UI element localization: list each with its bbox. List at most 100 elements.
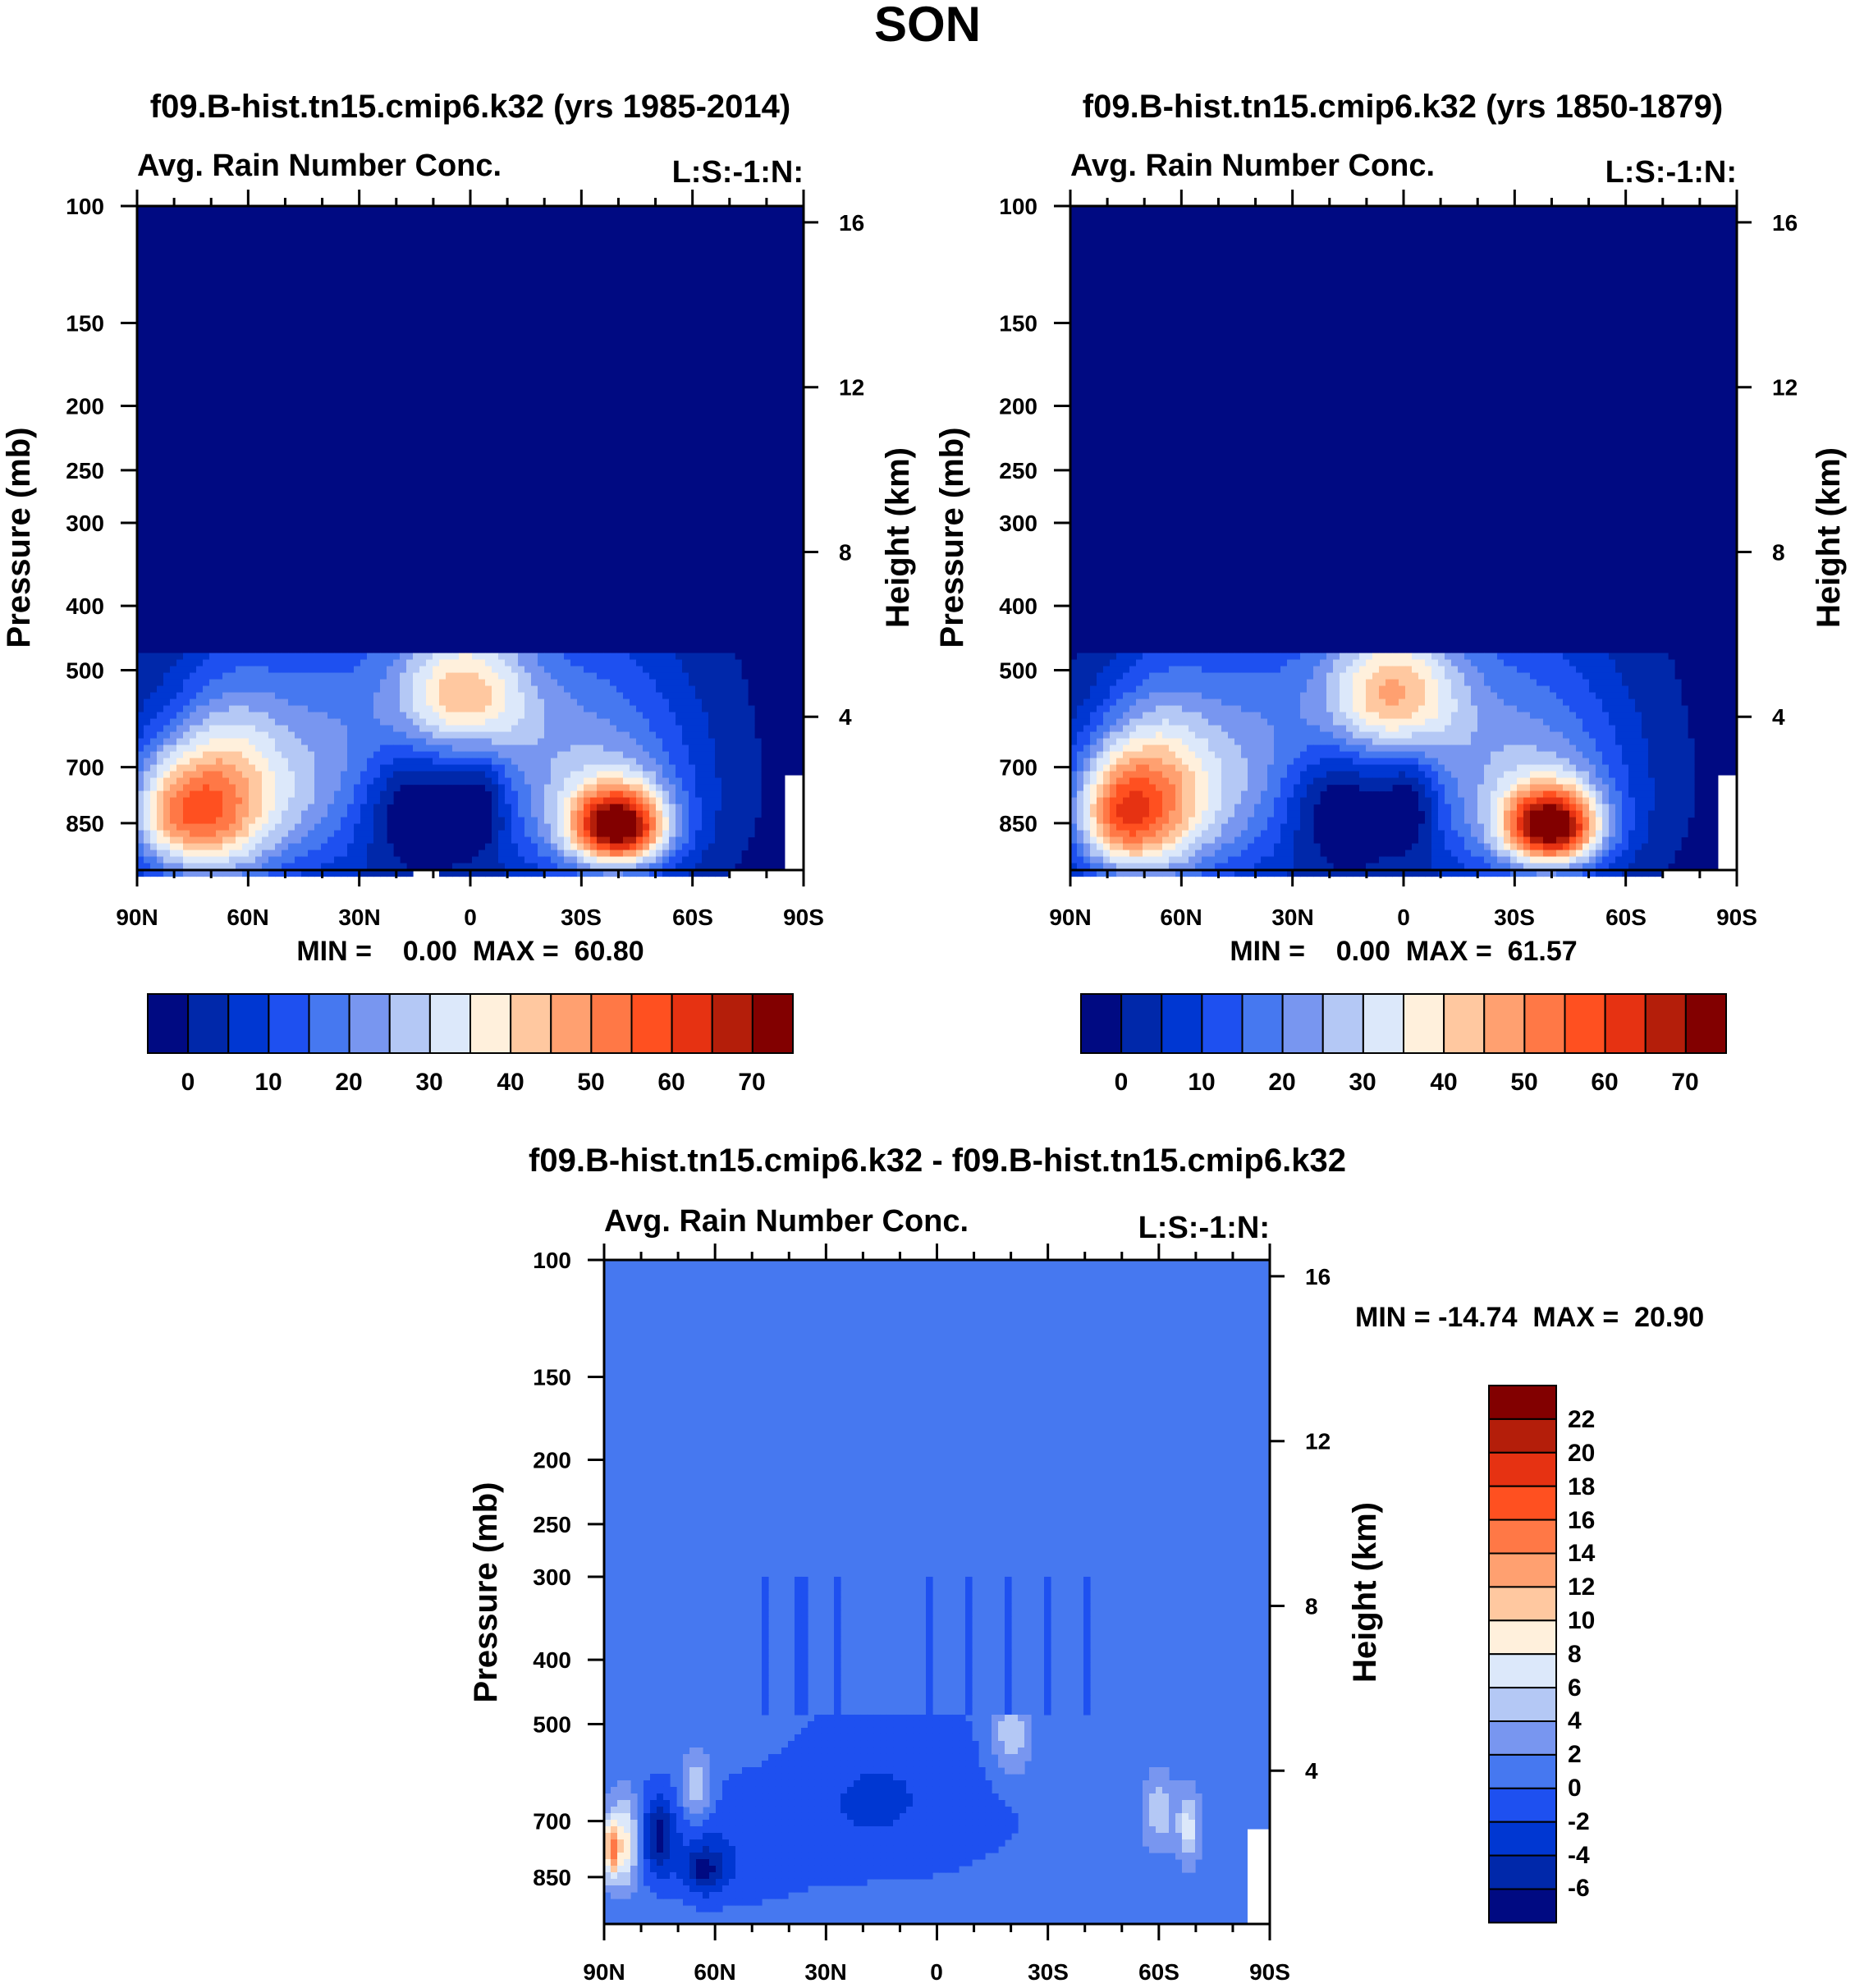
field-cell — [544, 666, 552, 674]
field-cell — [1504, 673, 1511, 680]
field-cell — [183, 818, 190, 825]
field-cell — [1195, 752, 1202, 759]
field-cell — [715, 758, 722, 766]
field-cell — [262, 752, 269, 759]
field-cell — [1241, 666, 1248, 674]
field-cell — [531, 798, 538, 805]
field-cell — [623, 732, 630, 740]
field-cell — [1097, 758, 1104, 766]
field-cell — [570, 778, 578, 786]
field-cell — [636, 680, 644, 687]
field-cell — [551, 699, 558, 707]
field-cell — [275, 824, 282, 831]
field-cell — [1471, 778, 1478, 786]
field-cell — [1464, 726, 1472, 733]
field-cell — [616, 653, 624, 661]
field-cell — [524, 712, 532, 720]
field-cell — [748, 785, 755, 792]
field-cell — [282, 824, 289, 831]
field-cell — [643, 811, 650, 818]
field-cell — [1169, 680, 1176, 687]
field-cell — [557, 706, 565, 713]
field-cell — [275, 680, 282, 687]
field-cell — [1582, 712, 1590, 720]
field-cell — [1399, 745, 1406, 753]
field-cell — [216, 752, 223, 759]
field-cell — [413, 778, 420, 786]
field-cell — [400, 699, 407, 707]
field-cell — [308, 653, 315, 661]
field-cell — [649, 732, 657, 740]
field-cell — [1386, 686, 1393, 694]
field-cell — [735, 752, 742, 759]
field-cell — [1668, 752, 1675, 759]
field-cell — [1563, 693, 1570, 700]
field-cell — [301, 706, 309, 713]
field-cell — [695, 831, 703, 838]
field-cell — [308, 739, 315, 746]
field-cell — [630, 844, 637, 851]
field-cell — [373, 726, 381, 733]
field-cell — [656, 693, 663, 700]
field-cell — [209, 752, 217, 759]
field-cell — [1628, 666, 1636, 674]
colorbar-box — [430, 994, 470, 1053]
field-cell — [498, 765, 506, 772]
field-cell — [1530, 719, 1537, 726]
field-cell — [1386, 680, 1393, 687]
field-cell — [433, 680, 440, 687]
field-cell — [433, 673, 440, 680]
field-cell — [669, 686, 676, 694]
field-cell — [682, 758, 689, 766]
field-cell — [1149, 660, 1157, 667]
field-cell — [400, 673, 407, 680]
field-cell — [557, 772, 565, 779]
field-cell — [1471, 706, 1478, 713]
field-cell — [1189, 699, 1196, 707]
field-cell — [597, 824, 604, 831]
field-cell — [479, 758, 486, 766]
field-cell — [1543, 772, 1550, 779]
field-cell — [636, 837, 644, 845]
field-cell — [367, 857, 374, 864]
field-cell — [1576, 739, 1583, 746]
field-cell — [1497, 758, 1505, 766]
field-cell — [1366, 739, 1373, 746]
field-cell — [741, 791, 749, 799]
field-cell — [1267, 752, 1275, 759]
field-cell — [387, 765, 394, 772]
field-cell — [1300, 712, 1308, 720]
field-cell — [662, 857, 670, 864]
field-cell — [570, 686, 578, 694]
field-cell — [682, 811, 689, 818]
field-cell — [1103, 693, 1111, 700]
field-cell — [472, 732, 479, 740]
field-cell — [1661, 765, 1669, 772]
field-cell — [170, 739, 177, 746]
field-cell — [268, 758, 276, 766]
field-cell — [557, 680, 565, 687]
field-cell — [551, 850, 558, 858]
field-cell — [1484, 739, 1491, 746]
field-cell — [1622, 726, 1629, 733]
field-cell — [1313, 699, 1321, 707]
field-cell — [479, 719, 486, 726]
field-cell — [1517, 673, 1524, 680]
field-cell — [728, 693, 735, 700]
field-cell — [643, 686, 650, 694]
field-cell — [1530, 778, 1537, 786]
field-cell — [689, 752, 696, 759]
field-cell — [590, 732, 598, 740]
field-cell — [242, 699, 250, 707]
field-cell — [1405, 752, 1413, 759]
field-cell — [1661, 726, 1669, 733]
field-cell — [163, 739, 171, 746]
field-cell — [1287, 673, 1294, 680]
field-cell — [538, 686, 545, 694]
field-cell — [1162, 778, 1170, 786]
field-cell — [1097, 752, 1104, 759]
field-cell — [1628, 778, 1636, 786]
field-cell — [518, 653, 525, 661]
field-cell — [1609, 765, 1616, 772]
height-tick-label: 4 — [839, 704, 852, 730]
